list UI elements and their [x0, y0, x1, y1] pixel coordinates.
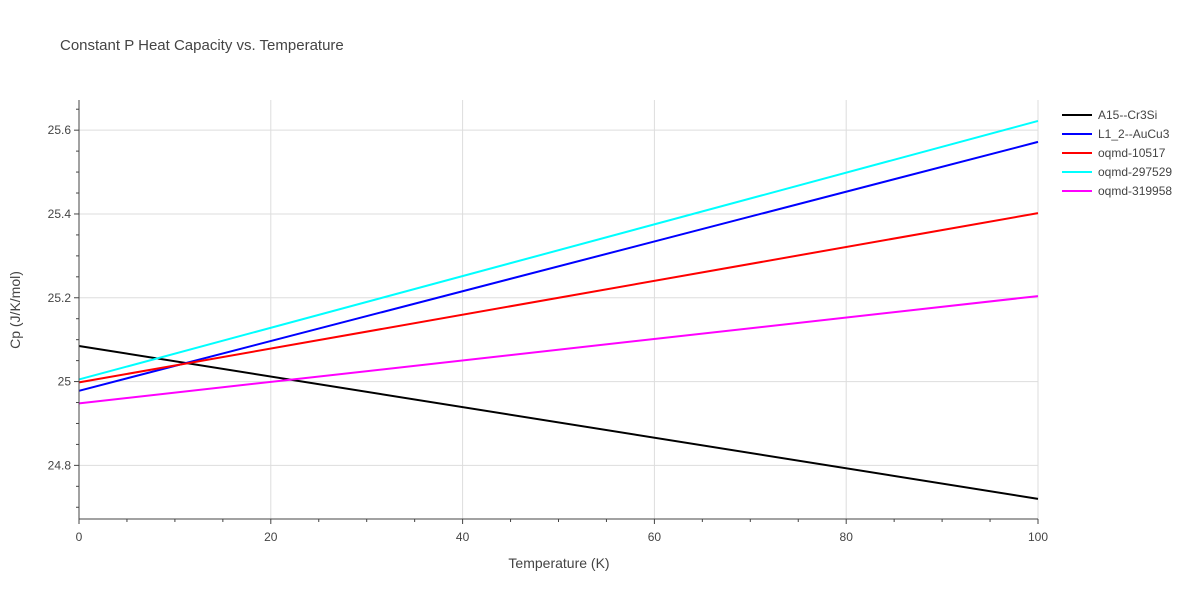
x-tick-label: 80: [840, 530, 854, 544]
legend-label: L1_2--AuCu3: [1098, 127, 1170, 141]
y-tick-label: 25.6: [48, 123, 72, 137]
x-tick-label: 0: [76, 530, 83, 544]
y-tick-label: 25.2: [48, 291, 72, 305]
series-line: [78, 140, 1039, 392]
x-tick-label: 40: [456, 530, 470, 544]
series-line: [78, 295, 1039, 405]
x-tick-label: 60: [648, 530, 662, 544]
chart-title: Constant P Heat Capacity vs. Temperature: [60, 37, 344, 54]
y-tick-label: 25: [58, 375, 72, 389]
y-axis-label: Cp (J/K/mol): [7, 271, 23, 349]
y-tick-label: 24.8: [48, 458, 72, 472]
series-line: [78, 212, 1039, 384]
axes: 0 20 40 60 80 100 24.8 25 25.2 25.4 25.6: [48, 100, 1048, 544]
legend-label: oqmd-297529: [1098, 165, 1172, 179]
series-line: [78, 344, 1039, 500]
legend-label: oqmd-10517: [1098, 146, 1166, 160]
x-axis-label: Temperature (K): [508, 555, 609, 571]
series-line: [78, 119, 1039, 381]
series-group: [78, 119, 1039, 500]
grid: [79, 100, 1039, 519]
x-tick-label: 100: [1028, 530, 1048, 544]
legend-label: oqmd-319958: [1098, 184, 1172, 198]
legend: A15--Cr3Si L1_2--AuCu3 oqmd-10517 oqmd-2975…: [1062, 108, 1172, 198]
legend-label: A15--Cr3Si: [1098, 108, 1157, 122]
y-tick-label: 25.4: [48, 207, 72, 221]
x-tick-label: 20: [264, 530, 278, 544]
